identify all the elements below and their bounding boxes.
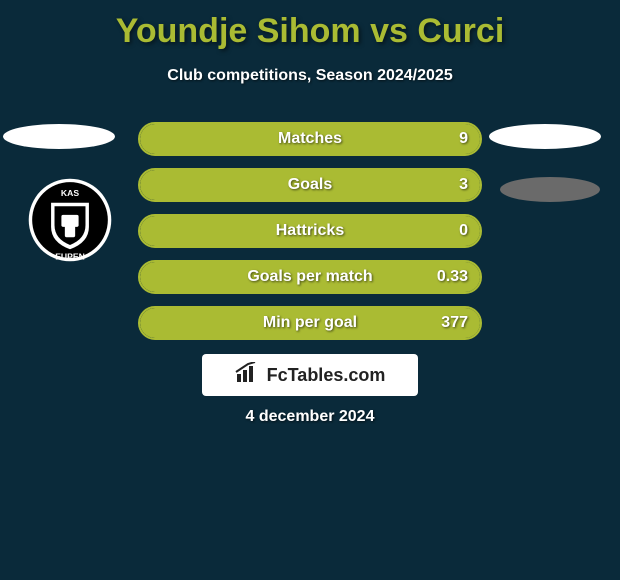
- stat-row-goals: Goals 3: [138, 168, 482, 202]
- stat-value: 3: [459, 170, 468, 200]
- stat-row-hattricks: Hattricks 0: [138, 214, 482, 248]
- svg-text:KAS: KAS: [61, 188, 79, 198]
- stat-value: 377: [441, 308, 468, 338]
- stat-row-min-per-goal: Min per goal 377: [138, 306, 482, 340]
- player-right-placeholder-2: [500, 177, 600, 202]
- svg-text:EUPEN: EUPEN: [55, 252, 85, 262]
- player-right-placeholder: [489, 124, 601, 149]
- player-left-placeholder: [3, 124, 115, 149]
- stat-row-goals-per-match: Goals per match 0.33: [138, 260, 482, 294]
- date-text: 4 december 2024: [0, 408, 620, 426]
- stat-row-matches: Matches 9: [138, 122, 482, 156]
- stat-value: 0: [459, 216, 468, 246]
- stat-label: Goals per match: [140, 262, 480, 292]
- subtitle: Club competitions, Season 2024/2025: [0, 67, 620, 85]
- bar-chart-icon: [235, 362, 261, 389]
- stat-value: 0.33: [437, 262, 468, 292]
- brand-badge[interactable]: FcTables.com: [202, 354, 418, 396]
- stat-value: 9: [459, 124, 468, 154]
- club-logo-eupen: KAS EUPEN: [27, 177, 113, 263]
- brand-text: FcTables.com: [267, 365, 386, 386]
- page-title: Youndje Sihom vs Curci: [0, 0, 620, 51]
- stat-label: Matches: [140, 124, 480, 154]
- stat-label: Min per goal: [140, 308, 480, 338]
- stat-label: Goals: [140, 170, 480, 200]
- stat-label: Hattricks: [140, 216, 480, 246]
- stats-container: Matches 9 Goals 3 Hattricks 0 Goals per …: [138, 122, 482, 352]
